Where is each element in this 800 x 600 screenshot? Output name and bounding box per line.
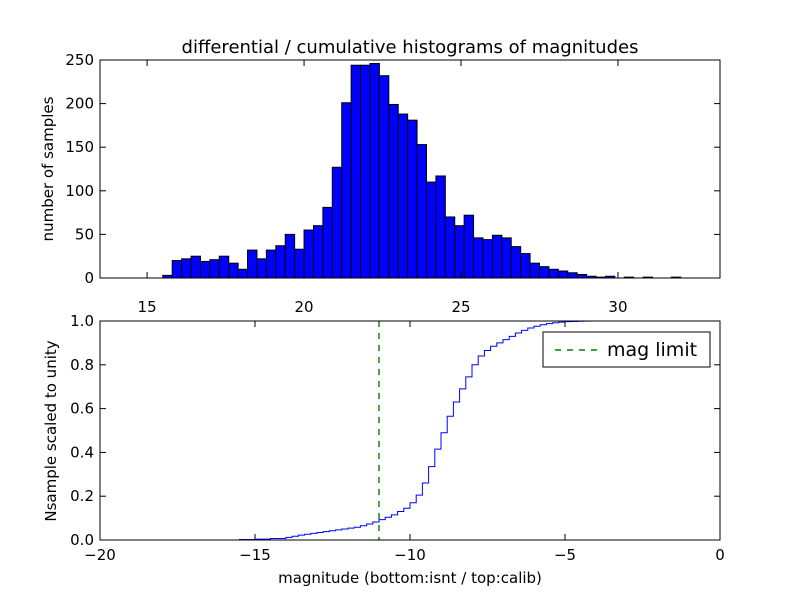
histogram-bar [548,268,559,279]
histogram-bar [369,62,380,279]
histogram-ticks: 0 50 100 150 200 250 15 20 25 30 [65,51,720,316]
histogram-bar [473,237,484,279]
histogram-ytick-label: 0 [84,269,94,287]
histogram-bar [312,225,324,279]
cumulative-xlabel: magnitude (bottom:isnt / top:calib) [278,569,542,587]
histogram-bar [331,166,343,279]
histogram-bar [360,64,371,279]
histogram-bar [416,144,427,279]
histogram-bar [576,274,588,279]
cumulative-ticks: 0.0 0.2 0.4 0.6 0.8 1.0 −20 −15 −10 −5 0 [70,312,725,564]
histogram-xtick-label: 30 [608,298,627,316]
cumulative-ytick-label: 1.0 [70,312,94,330]
histogram-ytick-label: 50 [75,225,94,243]
histogram-bar [463,214,475,279]
histogram-bars [162,62,682,279]
cumulative-ytick-label: 0.4 [70,443,94,461]
histogram-ytick-label: 250 [65,51,94,69]
histogram-bar [482,239,493,279]
cumulative-xtick-label: −5 [554,546,576,564]
histogram-bar [284,233,296,279]
histogram-bar [209,259,220,279]
histogram-ylabel: number of samples [39,96,57,241]
histogram-bar [510,246,522,279]
histogram-bar [444,216,456,279]
histogram-xtick-label: 25 [451,298,470,316]
histogram-panel: 0 50 100 150 200 250 15 20 25 30 number of sample… [39,51,721,316]
histogram-bar [388,103,399,279]
histogram-bar [378,75,390,279]
histogram-ytick-label: 150 [65,138,94,156]
histogram-xtick-label: 20 [295,298,314,316]
histogram-bar [425,181,437,279]
histogram-bar [275,245,286,279]
histogram-bar [303,229,314,279]
histogram-bar [265,249,277,279]
histogram-bar [171,260,183,279]
histogram-bar [247,249,258,279]
histogram-bar [491,234,503,279]
histogram-bar [407,119,418,279]
cumulative-ylabel: Nsample scaled to unity [42,340,60,521]
legend-label-mag-limit: mag limit [607,339,697,361]
cumulative-xtick-label: −20 [84,546,116,564]
histogram-ytick-label: 200 [65,95,94,113]
histogram-xtick-label: 15 [138,298,157,316]
histogram-bar [322,206,333,279]
cumulative-xtick-label: −15 [239,546,271,564]
cumulative-ytick-label: 0.0 [70,531,94,549]
cumulative-panel: 0.0 0.2 0.4 0.6 0.8 1.0 −20 −15 −10 −5 0 Nsample s… [42,312,725,587]
histogram-bar [397,113,409,279]
cumulative-ytick-label: 0.8 [70,356,94,374]
histogram-bar [199,260,211,279]
histogram-bar [557,270,569,279]
histogram-bar [190,255,201,279]
histogram-bar [237,268,249,279]
histogram-bar [529,262,541,279]
histogram-bar [256,258,267,279]
histogram-bar [435,175,446,279]
cumulative-lines [100,320,720,541]
histogram-bar [520,253,531,279]
cumulative-xtick-label: 0 [715,546,725,564]
cumulative-frame [99,320,721,541]
histogram-bar [501,237,512,279]
histogram-bar [341,102,352,279]
histogram-frame [99,59,721,279]
histogram-bar [350,64,362,279]
cumulative-step-line [100,320,720,541]
cumulative-ytick-label: 0.2 [70,487,94,505]
histogram-ytick-label: 100 [65,182,94,200]
histogram-bar [294,248,305,279]
chart-title: differential / cumulative histograms of … [182,37,639,58]
legend: mag limit [542,331,711,368]
cumulative-ytick-label: 0.6 [70,400,94,418]
histogram-bar [228,262,239,279]
cumulative-xtick-label: −10 [394,546,426,564]
histogram-bar [218,255,230,279]
histogram-bar [538,266,550,279]
histogram-bar [181,258,192,279]
histogram-bar [567,272,578,279]
histogram-bar [454,225,465,279]
